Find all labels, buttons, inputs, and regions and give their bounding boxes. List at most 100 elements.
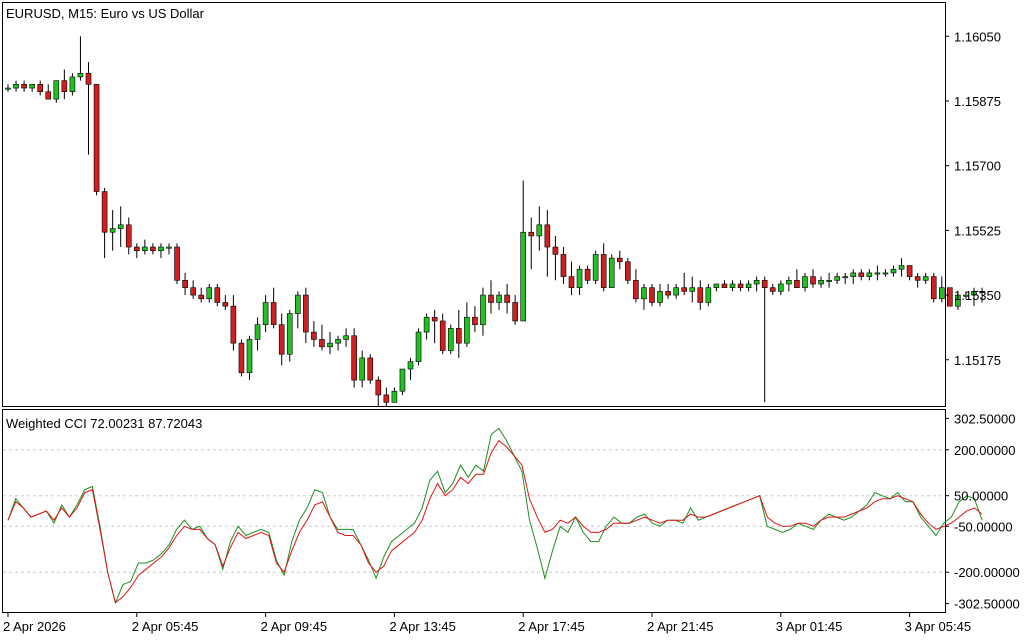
candle-body	[528, 231, 535, 237]
candle-body	[568, 276, 575, 288]
candle	[294, 291, 301, 329]
candle-body	[278, 324, 285, 355]
candle	[431, 309, 438, 344]
candle	[77, 36, 84, 81]
candle-body	[544, 224, 551, 248]
candle	[713, 283, 720, 292]
candle-body	[657, 291, 663, 303]
candle	[439, 313, 446, 355]
candle	[544, 210, 551, 277]
candle-body	[238, 342, 245, 374]
candle-body	[938, 287, 945, 300]
candle	[174, 243, 180, 284]
candle-body	[592, 254, 599, 281]
indicator-title: Weighted CCI 72.00231 87.72043	[6, 416, 202, 431]
candle	[512, 295, 518, 325]
time-tick-label: 2 Apr 09:45	[261, 619, 328, 634]
candle	[182, 272, 188, 296]
candle-body	[125, 224, 132, 248]
candle-body	[890, 268, 897, 274]
candle-body	[600, 254, 607, 288]
candle-body	[552, 246, 559, 255]
candle-body	[608, 257, 615, 288]
indicator-tick-label: 50.00000	[954, 489, 1008, 504]
candle-body	[963, 294, 969, 297]
candle	[496, 291, 502, 310]
cci-series	[7, 427, 983, 605]
candle-body	[85, 72, 92, 85]
candle	[286, 309, 293, 362]
candle-body	[270, 302, 277, 325]
candle	[842, 272, 849, 284]
candle	[343, 328, 349, 347]
price-axis: 1.16050 1.15875 1.15700 1.15525 1.15350 1.151…	[945, 29, 1001, 368]
candle	[616, 250, 623, 270]
candle-body	[882, 272, 889, 275]
candle	[278, 313, 285, 366]
candle	[238, 339, 245, 377]
candle-body	[504, 294, 510, 303]
candle-body	[979, 291, 985, 293]
candle	[922, 272, 929, 284]
candle	[898, 258, 905, 277]
candle-body	[407, 361, 414, 370]
candle-body	[955, 294, 961, 307]
candle	[592, 250, 599, 284]
candle	[979, 287, 985, 303]
candle	[383, 387, 390, 406]
candle	[625, 258, 631, 284]
candle-body	[319, 339, 325, 348]
candle	[520, 180, 527, 322]
candle-body	[777, 283, 784, 292]
price-tick-label: 1.15525	[954, 223, 1001, 238]
candle-body	[447, 328, 454, 351]
indicator-plot-frame	[2, 409, 946, 613]
candle	[93, 84, 100, 196]
candle	[777, 280, 784, 296]
candle-body	[536, 224, 543, 237]
candle	[955, 291, 961, 310]
candle	[117, 206, 124, 248]
candle	[528, 217, 535, 270]
candle	[938, 276, 945, 303]
candle	[641, 283, 647, 310]
candle	[890, 265, 897, 277]
candle	[472, 306, 478, 333]
candle-body	[673, 287, 679, 296]
candle	[37, 80, 44, 96]
candle	[930, 272, 937, 303]
candle-body	[53, 80, 60, 100]
candle	[689, 276, 696, 303]
candle-body	[496, 294, 502, 303]
candle	[560, 247, 567, 284]
candle-body	[303, 294, 309, 333]
candle	[608, 254, 615, 288]
candle	[85, 62, 92, 155]
candle-body	[21, 84, 27, 89]
candle	[536, 206, 543, 251]
candle	[737, 280, 744, 292]
candle	[769, 283, 776, 296]
candle-body	[971, 291, 977, 296]
candle	[963, 291, 969, 299]
indicator-tick-label: -50.00000	[954, 519, 1013, 534]
candle	[971, 287, 977, 307]
candle-body	[246, 339, 253, 374]
candle-body	[633, 279, 639, 300]
candle	[761, 276, 768, 403]
time-tick-label: 3 Apr 01:45	[776, 619, 843, 634]
candle	[914, 272, 921, 288]
candle	[45, 84, 52, 100]
candle	[206, 283, 213, 303]
candle-body	[874, 272, 881, 275]
candle	[947, 287, 953, 307]
candle	[552, 235, 559, 281]
candle-body	[866, 272, 873, 277]
time-tick-label: 2 Apr 17:45	[518, 619, 585, 634]
candle-body	[174, 246, 180, 281]
candle	[705, 283, 712, 307]
candle	[447, 324, 454, 355]
candle	[745, 280, 752, 292]
candle	[568, 261, 575, 296]
candle-body	[576, 268, 583, 288]
